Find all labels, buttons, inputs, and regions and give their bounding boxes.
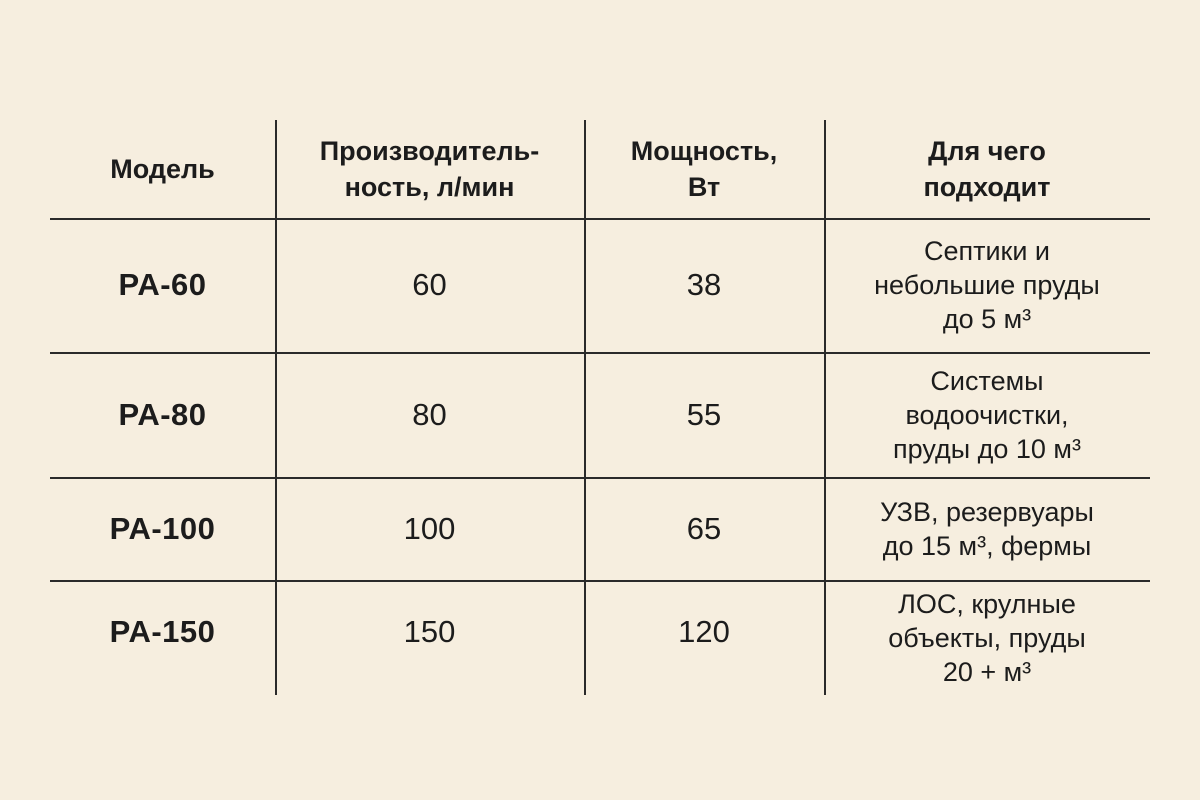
header-power: Мощность, Вт xyxy=(584,120,824,218)
table-row-4-model: PA-150 xyxy=(109,614,216,649)
table-row-1-power: 38 xyxy=(686,267,722,302)
header-model-text: Модель xyxy=(110,154,215,184)
column-divider xyxy=(275,120,277,695)
table-row-3-performance: 100 xyxy=(403,510,456,546)
table-row-4-purpose: ЛОС, крулные объекты, пруды 20 + м³ xyxy=(888,588,1086,687)
header-power-text: Мощность, Вт xyxy=(630,136,778,202)
header-model: Модель xyxy=(50,120,275,218)
column-divider xyxy=(584,120,586,695)
header-purpose: Для чего подходит xyxy=(824,120,1150,218)
table-row-3-purpose: УЗВ, резервуары до 15 м³, фермы xyxy=(880,496,1094,561)
table-row-1-model: PA-60 xyxy=(118,267,207,302)
column-divider xyxy=(824,120,826,695)
header-purpose-text: Для чего подходит xyxy=(923,136,1051,202)
header-divider xyxy=(50,218,1150,220)
table-row-2-model: PA-80 xyxy=(118,396,207,432)
row-divider xyxy=(50,352,1150,354)
table-row-2-performance: 80 xyxy=(412,396,447,432)
row-divider xyxy=(50,477,1150,479)
row-divider xyxy=(50,580,1150,582)
table-row-4-power: 120 xyxy=(678,614,730,649)
table-row-4-performance: 150 xyxy=(403,614,456,649)
header-performance-text: Производитель- ность, л/мин xyxy=(319,136,540,202)
table-row-1-performance: 60 xyxy=(412,267,447,302)
header-performance: Производитель- ность, л/мин xyxy=(275,120,584,218)
table-row-3-power: 65 xyxy=(686,510,722,546)
table-row-2-purpose: Системы водоочистки, пруды до 10 м³ xyxy=(893,365,1081,464)
table-row-3-model: PA-100 xyxy=(109,510,216,546)
table-row-2-power: 55 xyxy=(686,396,722,432)
table-row-1-purpose: Септики и небольшие пруды до 5 м³ xyxy=(874,236,1100,334)
aerator-spec-table: Модель Производитель- ность, л/мин Мощно… xyxy=(50,120,1150,695)
